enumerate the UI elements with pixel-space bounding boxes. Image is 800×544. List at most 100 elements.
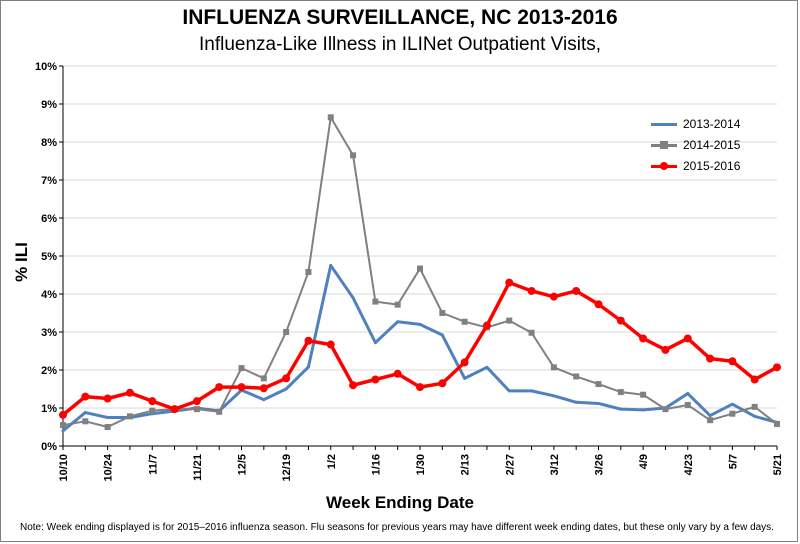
data-point-2013-2014 <box>284 387 288 391</box>
x-tick-label: 4/23 <box>683 454 695 475</box>
legend-label-2014-2015: 2014-2015 <box>683 138 741 152</box>
x-tick-label: 2/27 <box>504 454 516 475</box>
data-point-2014-2015 <box>439 310 446 316</box>
y-tick-label: 5% <box>41 251 57 263</box>
y-tick-label: 1% <box>41 403 57 415</box>
data-point-2014-2015 <box>506 317 513 324</box>
data-point-2015-2016 <box>527 286 536 295</box>
data-point-2014-2015 <box>729 410 736 417</box>
data-point-2013-2014 <box>373 341 377 345</box>
data-point-2014-2015 <box>216 408 223 415</box>
data-point-2015-2016 <box>750 375 759 384</box>
legend-marker-circle <box>660 162 668 170</box>
data-point-2015-2016 <box>282 374 291 383</box>
y-tick-label: 0% <box>41 441 57 453</box>
data-point-2015-2016 <box>572 286 581 295</box>
data-point-2015-2016 <box>728 357 737 366</box>
footnote: Note: Week ending displayed is for 2015–… <box>20 522 774 533</box>
data-point-2015-2016 <box>438 379 447 388</box>
data-point-2015-2016 <box>639 334 648 343</box>
x-tick-label: 10/24 <box>103 453 115 481</box>
legend-label-2013-2014: 2013-2014 <box>683 117 741 131</box>
y-tick-label: 4% <box>41 289 57 301</box>
y-tick-label: 10% <box>35 61 57 73</box>
data-point-2013-2014 <box>61 429 65 433</box>
data-point-2013-2014 <box>306 365 310 369</box>
data-point-2013-2014 <box>485 365 489 369</box>
data-point-2015-2016 <box>125 388 134 397</box>
data-point-2014-2015 <box>684 401 691 408</box>
data-point-2014-2015 <box>193 406 200 413</box>
data-point-2015-2016 <box>393 369 402 378</box>
y-tick-label: 3% <box>41 327 57 339</box>
data-point-2013-2014 <box>463 376 467 380</box>
data-point-2015-2016 <box>81 392 90 401</box>
y-tick-label: 6% <box>41 213 57 225</box>
data-point-2015-2016 <box>549 292 558 301</box>
y-tick-label: 8% <box>41 137 57 149</box>
data-point-2015-2016 <box>482 321 491 330</box>
x-tick-label: 11/21 <box>192 454 204 481</box>
x-tick-label: 4/9 <box>638 454 650 469</box>
data-point-2015-2016 <box>349 381 358 390</box>
data-point-2014-2015 <box>283 329 290 335</box>
data-point-2014-2015 <box>104 424 111 430</box>
data-point-2015-2016 <box>505 278 514 287</box>
x-tick-label: 11/7 <box>147 454 159 475</box>
x-tick-label: 10/10 <box>58 454 70 482</box>
data-point-2015-2016 <box>773 363 781 372</box>
data-point-2015-2016 <box>683 334 692 343</box>
data-point-2013-2014 <box>530 389 534 393</box>
data-point-2013-2014 <box>440 333 444 337</box>
chart-title: INFLUENZA SURVEILLANCE, NC 2013-2016 <box>182 6 618 29</box>
x-tick-label: 5/21 <box>772 454 784 475</box>
data-point-2015-2016 <box>706 354 715 363</box>
data-point-2015-2016 <box>371 375 380 384</box>
x-tick-label: 2/13 <box>460 454 472 475</box>
data-point-2014-2015 <box>82 418 89 425</box>
data-point-2015-2016 <box>416 383 424 392</box>
data-point-2013-2014 <box>619 407 623 411</box>
data-point-2014-2015 <box>573 373 580 380</box>
y-tick-label: 2% <box>41 365 57 377</box>
data-point-2014-2015 <box>305 268 312 275</box>
data-point-2013-2014 <box>262 398 266 402</box>
data-point-2013-2014 <box>418 322 422 326</box>
x-tick-label: 5/7 <box>727 454 739 469</box>
data-point-2014-2015 <box>60 422 66 429</box>
legend-label-2015-2016: 2015-2016 <box>683 159 741 173</box>
legend-marker-square <box>660 141 668 149</box>
data-point-2014-2015 <box>350 152 357 159</box>
data-point-2014-2015 <box>595 381 602 388</box>
data-point-2013-2014 <box>552 394 556 398</box>
x-tick-label: 1/30 <box>415 454 427 475</box>
y-tick-label: 7% <box>41 175 57 187</box>
data-point-2014-2015 <box>238 365 245 372</box>
data-point-2015-2016 <box>215 383 224 392</box>
data-point-2015-2016 <box>326 340 335 349</box>
data-point-2014-2015 <box>372 298 379 305</box>
y-tick-label: 9% <box>41 99 57 111</box>
data-point-2015-2016 <box>103 394 112 403</box>
data-point-2014-2015 <box>751 403 758 410</box>
data-point-2013-2014 <box>597 401 600 405</box>
data-point-2014-2015 <box>528 329 535 336</box>
legend-item-2014-2015: 2014-2015 <box>651 135 740 156</box>
data-point-2013-2014 <box>396 320 400 324</box>
data-point-2015-2016 <box>304 336 313 345</box>
data-point-2015-2016 <box>460 358 469 367</box>
x-tick-label: 1/16 <box>370 454 382 475</box>
data-point-2013-2014 <box>351 296 355 300</box>
data-point-2013-2014 <box>329 264 333 267</box>
data-point-2015-2016 <box>192 397 201 406</box>
data-point-2015-2016 <box>259 384 268 393</box>
data-point-2013-2014 <box>507 389 511 393</box>
data-point-2014-2015 <box>774 420 780 427</box>
data-point-2014-2015 <box>550 364 557 371</box>
x-tick-label: 3/12 <box>549 454 561 475</box>
legend-item-2015-2016: 2015-2016 <box>651 156 740 177</box>
x-tick-label: 12/19 <box>281 454 293 482</box>
data-point-2013-2014 <box>730 402 734 406</box>
data-point-2014-2015 <box>707 417 714 424</box>
